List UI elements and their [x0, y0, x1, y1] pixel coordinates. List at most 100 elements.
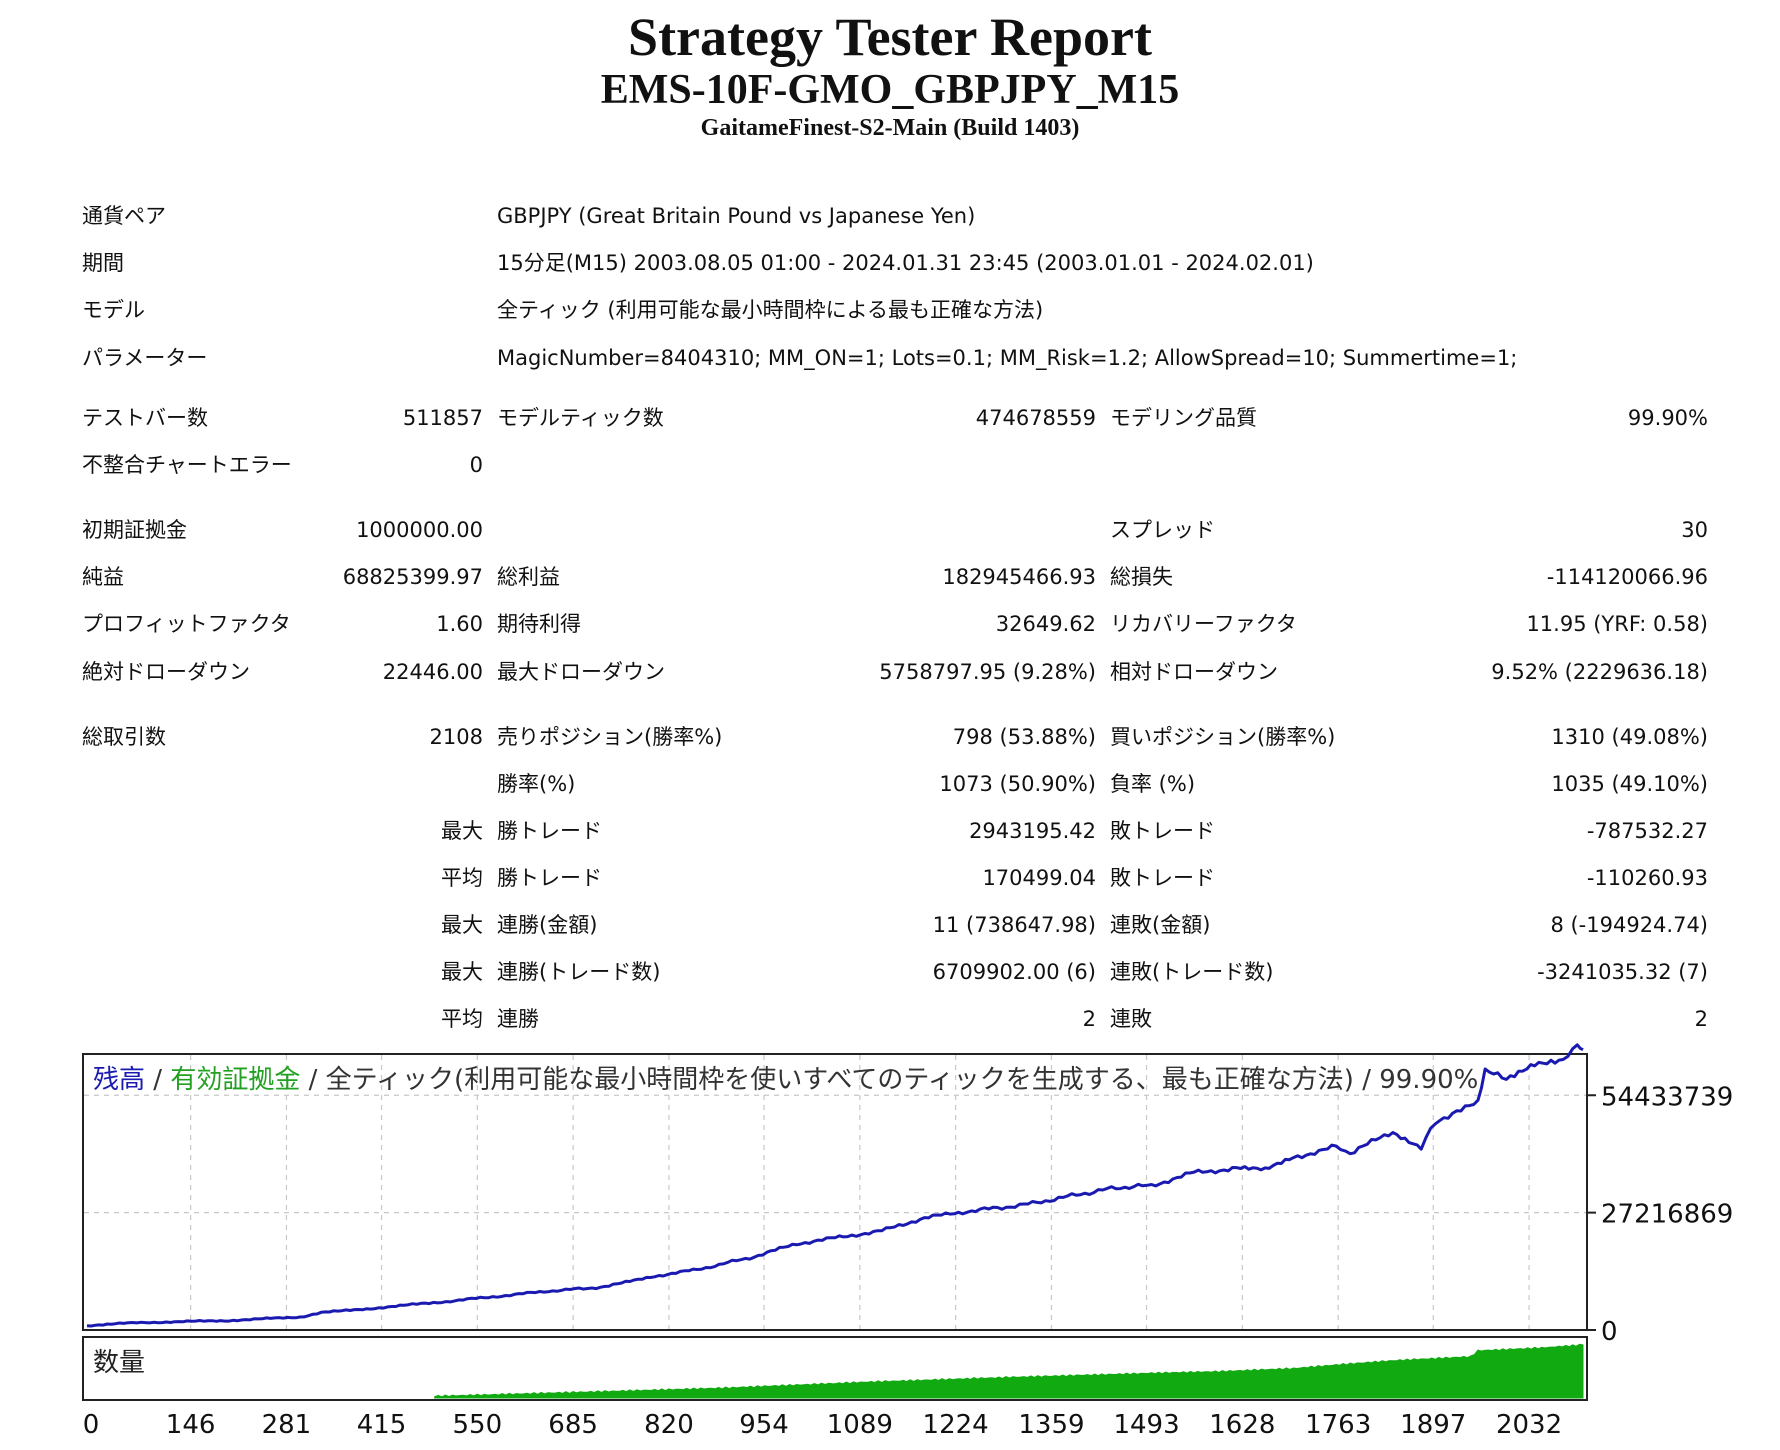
stat-c1l-5: 絶対ドローダウン: [82, 660, 250, 684]
chart-legend: 残高 / 有効証拠金 / 全ティック(利用可能な最小時間枠を使いすべてのティック…: [93, 1065, 1478, 1095]
stat-c1v-10: 最大: [441, 913, 483, 937]
info-label-symbol: 通貨ペア: [82, 204, 166, 228]
main-panel: [82, 1053, 1588, 1331]
stat-c3l-11: 連敗(トレード数): [1110, 960, 1274, 984]
info-value-model: 全ティック (利用可能な最小時間枠による最も正確な方法): [497, 298, 1044, 322]
stat-c2l-6: 売りポジション(勝率%): [497, 725, 723, 749]
stat-c2v-6: 798 (53.88%): [952, 725, 1096, 749]
stat-c3l-9: 敗トレード: [1110, 866, 1215, 890]
stat-c3l-0: モデリング品質: [1110, 406, 1257, 430]
x-tick-label-12: 1628: [1209, 1410, 1275, 1440]
stat-c2l-10: 連勝(金額): [497, 913, 598, 937]
stat-c2l-0: モデルティック数: [497, 406, 664, 430]
info-label-parameters: パラメーター: [82, 346, 208, 370]
x-tick-label-7: 954: [739, 1410, 789, 1440]
stat-c3v-5: 9.52% (2229636.18): [1491, 660, 1708, 684]
x-tick-label-3: 415: [357, 1410, 407, 1440]
stat-c3v-10: 8 (-194924.74): [1550, 913, 1708, 937]
stat-c2v-7: 1073 (50.90%): [939, 772, 1096, 796]
stat-c1l-2: 初期証拠金: [82, 518, 187, 542]
stat-c3l-2: スプレッド: [1110, 518, 1215, 542]
stat-c1l-1: 不整合チャートエラー: [82, 453, 292, 477]
x-tick-label-13: 1763: [1305, 1410, 1371, 1440]
stat-c2l-7: 勝率(%): [497, 772, 576, 796]
stat-c2v-3: 182945466.93: [942, 565, 1096, 589]
y-tick-label-0: 54433739: [1601, 1082, 1733, 1112]
info-value-parameters: MagicNumber=8404310; MM_ON=1; Lots=0.1; …: [497, 346, 1518, 370]
stat-c1v-8: 最大: [441, 819, 483, 843]
stat-c1l-0: テストバー数: [82, 406, 208, 430]
stat-c1v-6: 2108: [429, 725, 483, 749]
stat-c1v-2: 1000000.00: [356, 518, 483, 542]
legend-part-2: 有効証拠金: [170, 1065, 300, 1095]
stat-c1v-11: 最大: [441, 960, 483, 984]
stat-c3v-7: 1035 (49.10%): [1551, 772, 1708, 796]
volume-label: 数量: [93, 1348, 145, 1378]
stat-c3l-8: 敗トレード: [1110, 819, 1215, 843]
stat-c2l-11: 連勝(トレード数): [497, 960, 661, 984]
y-tick-label-2: 0: [1601, 1317, 1618, 1347]
stat-c3v-0: 99.90%: [1627, 406, 1708, 430]
x-tick-label-1: 146: [166, 1410, 216, 1440]
stat-c3v-12: 2: [1694, 1007, 1708, 1031]
y-tick-label-1: 27216869: [1601, 1200, 1733, 1230]
stat-c2v-5: 5758797.95 (9.28%): [879, 660, 1096, 684]
stat-c2l-3: 総利益: [497, 565, 560, 589]
stat-c2v-10: 11 (738647.98): [932, 913, 1096, 937]
stat-c3v-4: 11.95 (YRF: 0.58): [1526, 612, 1708, 636]
x-tick-label-9: 1224: [923, 1410, 989, 1440]
stat-c2v-11: 6709902.00 (6): [932, 960, 1096, 984]
expert-name: EMS-10F-GMO_GBPJPY_M15: [600, 67, 1180, 113]
legend-part-0: 残高: [93, 1065, 145, 1095]
report-title: Strategy Tester Report: [628, 7, 1152, 67]
stat-c1l-3: 純益: [82, 565, 124, 589]
x-tick-label-5: 685: [548, 1410, 598, 1440]
stat-c3v-6: 1310 (49.08%): [1551, 725, 1708, 749]
stat-c2v-8: 2943195.42: [969, 819, 1096, 843]
stat-c1v-3: 68825399.97: [342, 565, 483, 589]
balance-line: [86, 1043, 1584, 1328]
stat-c3l-6: 買いポジション(勝率%): [1110, 725, 1336, 749]
stat-c2l-4: 期待利得: [497, 612, 581, 636]
stat-c3l-12: 連敗: [1110, 1007, 1152, 1031]
stat-c1v-9: 平均: [441, 866, 483, 890]
stat-c3l-4: リカバリーファクタ: [1110, 612, 1297, 636]
legend-part-3: / 全ティック(利用可能な最小時間枠を使いすべてのティックを生成する、最も正確な…: [300, 1065, 1478, 1095]
stat-c3l-7: 負率 (%): [1110, 772, 1196, 796]
info-value-symbol: GBPJPY (Great Britain Pound vs Japanese …: [497, 204, 976, 228]
volume-area: [434, 1343, 1584, 1399]
stat-c2v-12: 2: [1082, 1007, 1096, 1031]
x-tick-label-4: 550: [453, 1410, 503, 1440]
stat-c3l-3: 総損失: [1110, 565, 1173, 589]
stat-c1v-5: 22446.00: [382, 660, 483, 684]
stat-c2l-8: 勝トレード: [497, 819, 602, 843]
server-build: GaitameFinest-S2-Main (Build 1403): [700, 115, 1080, 141]
x-tick-label-14: 1897: [1400, 1410, 1466, 1440]
x-tick-label-0: 0: [83, 1410, 100, 1440]
x-tick-label-6: 820: [644, 1410, 694, 1440]
legend-part-1: /: [145, 1065, 170, 1095]
stat-c1v-0: 511857: [402, 406, 483, 430]
stat-c1v-4: 1.60: [436, 612, 483, 636]
info-label-period: 期間: [82, 251, 124, 275]
x-tick-label-15: 2032: [1496, 1410, 1562, 1440]
stat-c3v-8: -787532.27: [1586, 819, 1708, 843]
x-tick-label-8: 1089: [827, 1410, 893, 1440]
stat-c1l-4: プロフィットファクタ: [82, 612, 291, 636]
stat-c1v-1: 0: [469, 453, 483, 477]
stat-c3v-11: -3241035.32 (7): [1537, 960, 1708, 984]
x-tick-label-11: 1493: [1113, 1410, 1179, 1440]
stat-c3l-10: 連敗(金額): [1110, 913, 1211, 937]
stat-c2v-0: 474678559: [975, 406, 1096, 430]
info-value-period: 15分足(M15) 2003.08.05 01:00 - 2024.01.31 …: [497, 251, 1314, 275]
stat-c1v-12: 平均: [441, 1007, 483, 1031]
x-tick-label-10: 1359: [1018, 1410, 1084, 1440]
stat-c3v-3: -114120066.96: [1546, 565, 1708, 589]
stat-c2v-4: 32649.62: [995, 612, 1096, 636]
stat-c2l-12: 連勝: [497, 1007, 539, 1031]
info-label-model: モデル: [82, 298, 145, 322]
stat-c2l-9: 勝トレード: [497, 866, 602, 890]
stat-c3l-5: 相対ドローダウン: [1110, 660, 1278, 684]
stat-c3v-9: -110260.93: [1586, 866, 1708, 890]
